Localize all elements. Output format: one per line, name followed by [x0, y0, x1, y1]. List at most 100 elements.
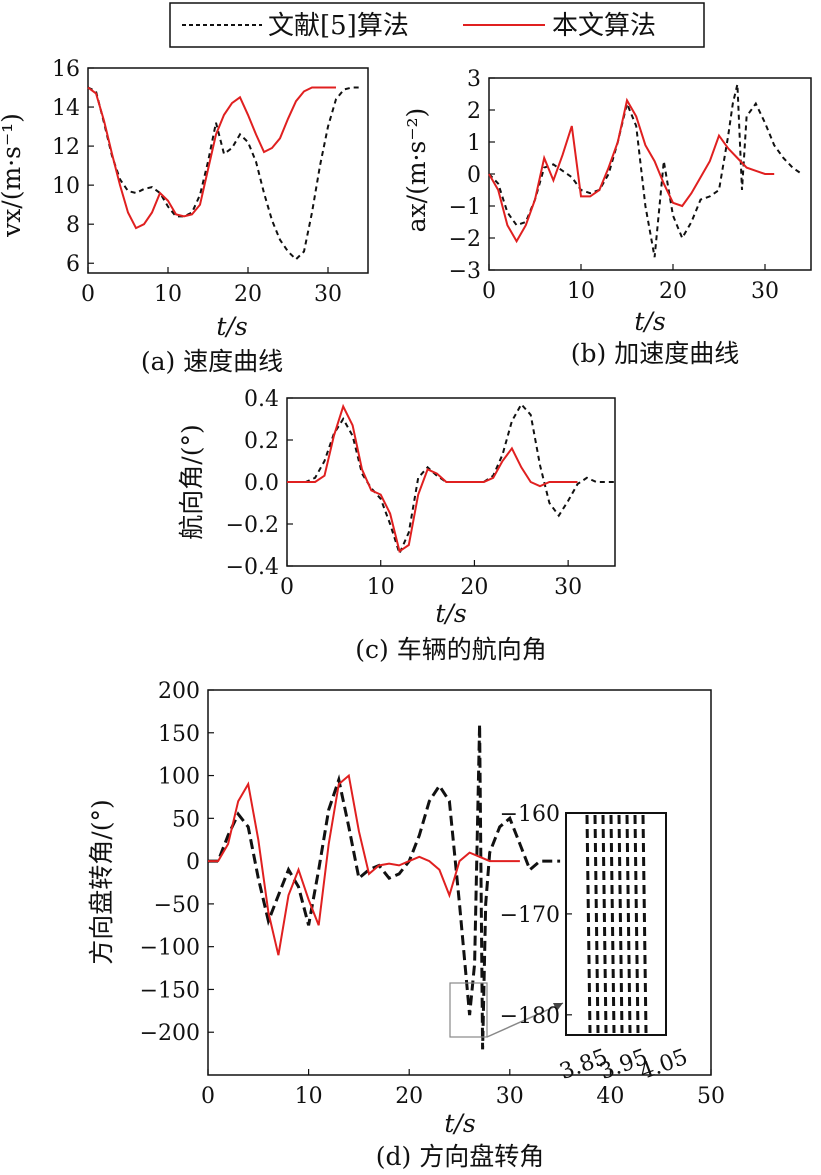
- x-tick-label: 30: [751, 279, 779, 304]
- x-axis-label: t/s: [634, 307, 665, 336]
- y-tick-label: 6: [66, 252, 80, 277]
- y-tick-label: −2: [449, 227, 481, 252]
- zoom-arrow-head: [553, 1003, 563, 1011]
- y-tick-label: 16: [52, 57, 80, 82]
- panel-a: 6 8 10 12 14 16 0 10 20 30 vx/(m·s⁻¹) t/s (a) 速度…: [0, 57, 369, 376]
- x-tick-label: 50: [697, 1084, 725, 1109]
- x-axis-label: t/s: [216, 312, 247, 341]
- panel-b: −3 −2 −1 0 1 2 3 0 10 20 30 ax/(m·s⁻²) t/s (b) 加速…: [402, 67, 812, 368]
- x-tick-label: 20: [659, 279, 687, 304]
- plot-frame: [207, 689, 712, 1076]
- x-tick-label: 0: [482, 279, 496, 304]
- x-tick-label: 30: [554, 575, 582, 600]
- series-layer: [208, 724, 561, 1050]
- series-line-proposed: [488, 97, 775, 244]
- inset-x-tick-labels: 3.853.954.05: [556, 1045, 691, 1085]
- inset-dash-line: [609, 814, 616, 1034]
- inset-y-tick-label: −180: [500, 1004, 560, 1029]
- y-tick-label: −100: [140, 936, 200, 961]
- panel-caption: (c) 车辆的航向角: [355, 635, 546, 664]
- y-tick-labels: −3 −2 −1 0 1 2 3: [449, 67, 495, 284]
- x-tick-label: 30: [496, 1084, 524, 1109]
- y-tick-label: 100: [158, 765, 200, 790]
- panel-caption: (a) 速度曲线: [141, 347, 283, 376]
- inset-y-tick-label: −170: [500, 903, 560, 928]
- panel-c: −0.4 −0.2 0.0 0.2 0.4 0 10 20 30 航向角/(°) t/s (c…: [177, 387, 616, 664]
- legend-label-ref: 文献[5]算法: [268, 11, 409, 41]
- y-axis-label: vx/(m·s⁻¹): [0, 113, 26, 238]
- y-tick-label: 14: [52, 96, 80, 121]
- inset-series: [585, 814, 648, 1034]
- series-line-proposed: [287, 403, 578, 553]
- y-tick-label: −50: [154, 893, 200, 918]
- series-layer: [87, 86, 360, 261]
- inset-dash-line: [593, 814, 600, 1034]
- y-axis-label: ax/(m·s⁻²): [402, 108, 431, 233]
- x-tick-labels: 0 10 20 30 40 50: [201, 1069, 725, 1109]
- x-tick-label: 0: [280, 575, 294, 600]
- y-tick-label: 1: [467, 131, 481, 156]
- plot-frame: [87, 67, 369, 274]
- inset-dash-line: [601, 814, 608, 1034]
- y-tick-label: 10: [52, 174, 80, 199]
- x-tick-labels: 0 10 20 30: [81, 267, 342, 307]
- y-tick-label: 12: [52, 135, 80, 160]
- zoom-region-box: [449, 982, 488, 1038]
- y-tick-label: −0.2: [226, 513, 279, 538]
- y-tick-label: 150: [158, 722, 200, 747]
- y-tick-label: 0.2: [244, 429, 279, 454]
- y-tick-label: 8: [66, 213, 80, 238]
- y-tick-label: 3: [467, 67, 481, 92]
- inset-y-tick-label: −160: [500, 802, 560, 827]
- y-tick-label: 0.0: [244, 471, 279, 496]
- legend: 文献[5]算法 本文算法: [169, 2, 705, 48]
- inset-dash-line: [633, 814, 640, 1034]
- x-tick-label: 30: [314, 282, 342, 307]
- y-tick-label: −3: [449, 259, 481, 284]
- x-axis-label: t/s: [435, 599, 466, 628]
- y-axis-label: 方向盘转角/(°): [87, 799, 116, 964]
- x-tick-labels: 0 10 20 30: [280, 560, 582, 600]
- x-axis-label: t/s: [444, 1109, 475, 1138]
- y-tick-label: 200: [158, 679, 200, 704]
- y-tick-label: −1: [449, 195, 481, 220]
- x-tick-label: 10: [367, 575, 395, 600]
- inset-dash-line: [625, 814, 632, 1034]
- y-tick-labels: −200 −150 −100 −50 0 50 100 150 200: [140, 679, 214, 1046]
- x-tick-label: 0: [201, 1084, 215, 1109]
- inset-plot: −180 −170 −160 3.853.954.05: [500, 802, 692, 1085]
- y-tick-label: 0.4: [244, 387, 279, 412]
- series-layer: [287, 402, 615, 557]
- series-line-reference: [488, 84, 803, 258]
- y-tick-label: −0.4: [226, 555, 279, 580]
- x-tick-label: 10: [154, 282, 182, 307]
- y-axis-label: 航向角/(°): [177, 424, 206, 539]
- series-layer: [488, 84, 803, 258]
- x-tick-label: 10: [295, 1084, 323, 1109]
- x-tick-label: 40: [596, 1084, 624, 1109]
- x-tick-label: 20: [234, 282, 262, 307]
- zoom-connector-line: [486, 1002, 564, 1038]
- panel-caption: (d) 方向盘转角: [376, 1142, 544, 1171]
- inset-y-tick-labels: −180 −170 −160: [500, 802, 572, 1029]
- inset-dash-line: [617, 814, 624, 1034]
- y-tick-label: 2: [467, 99, 481, 124]
- x-tick-label: 0: [81, 282, 95, 307]
- x-tick-labels: 0 10 20 30: [482, 264, 779, 304]
- y-tick-label: −150: [140, 978, 200, 1003]
- legend-label-ours: 本文算法: [552, 11, 656, 41]
- inset-dash-line: [641, 814, 648, 1034]
- y-tick-label: 0: [186, 850, 200, 875]
- inset-frame: [565, 812, 667, 1036]
- series-line-reference: [208, 724, 561, 1050]
- series-line-proposed: [87, 86, 336, 230]
- x-tick-label: 20: [395, 1084, 423, 1109]
- y-tick-label: −200: [140, 1021, 200, 1046]
- y-tick-label: 0: [467, 163, 481, 188]
- inset-dash-line: [585, 814, 592, 1034]
- panel-caption: (b) 加速度曲线: [571, 339, 739, 368]
- y-tick-labels: 6 8 10 12 14 16: [52, 57, 94, 277]
- x-tick-label: 20: [460, 575, 488, 600]
